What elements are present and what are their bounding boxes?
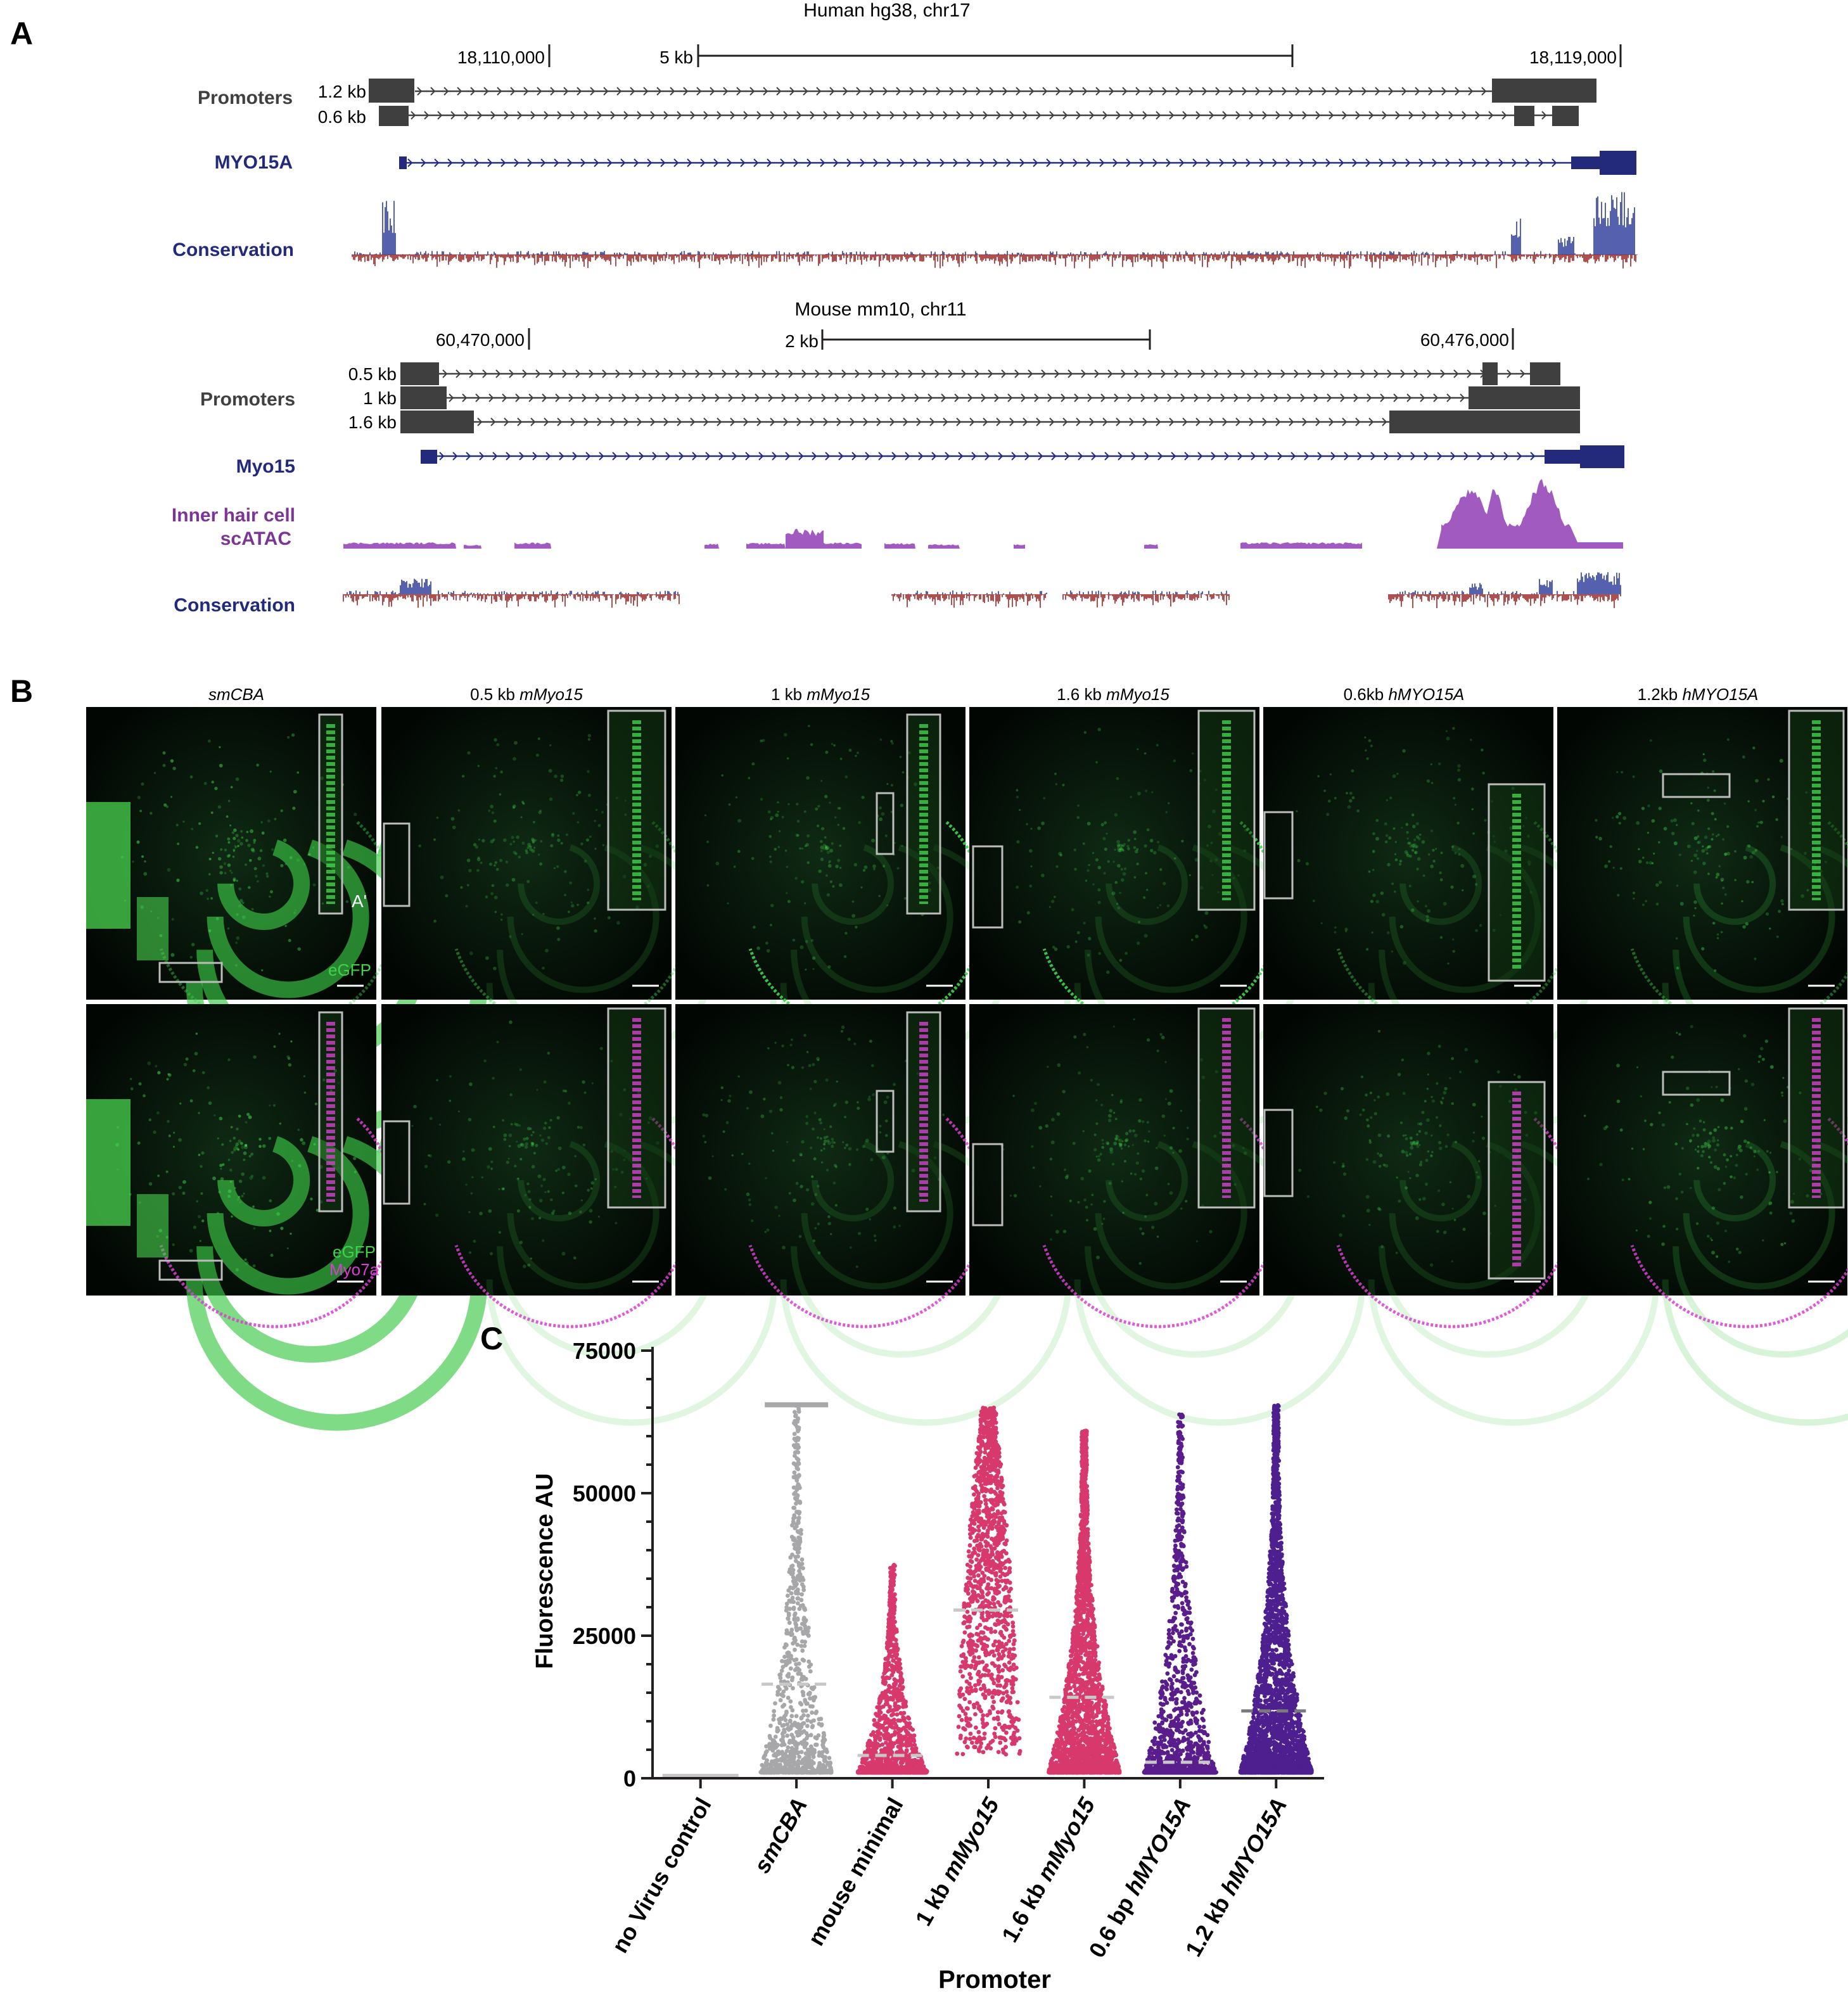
beeswarm-5 (1142, 1412, 1219, 1775)
atac-label-line2: scATAC (220, 528, 291, 549)
inset-label-a-prime: A' (352, 891, 367, 911)
mouse-scale-bar (821, 329, 1151, 350)
col-header-12kb-hmyo15a: 1.2kb hMYO15A (1638, 685, 1759, 704)
human-coord-right: 18,119,000 (1529, 48, 1617, 67)
y-tick-label: 75000 (573, 1338, 636, 1364)
atac-label-line1: Inner hair cell (172, 505, 295, 526)
x-tick-label: 1 kb mMyo15 (910, 1793, 1004, 1930)
mouse-gene-label: Myo15 (236, 456, 295, 477)
mouse-promoter-track-1kb (400, 386, 1580, 409)
micro-panel-r1-c3 (969, 1004, 1366, 1426)
micro-panel-r1-c1 (381, 1004, 778, 1426)
x-tick-label: 1.6 kb mMyo15 (997, 1793, 1100, 1947)
chart-plot-area: 0 25000 50000 75000 no Virus control smCBAmo… (573, 1338, 1324, 1962)
y-tick-label: 25000 (573, 1623, 636, 1649)
beeswarm-2 (855, 1563, 929, 1775)
col-header-06kb-hmyo15a: 0.6kb hMYO15A (1344, 685, 1465, 704)
micro-panel-r1-c5 (1557, 1004, 1848, 1426)
x-axis-label: Promoter (938, 1966, 1051, 1993)
mouse-coord-right: 60,476,000 (1420, 330, 1509, 350)
beeswarm-1 (758, 1402, 834, 1775)
mouse-gene-track (421, 445, 1624, 468)
human-gene-label: MYO15A (215, 152, 293, 173)
human-gene-track (399, 151, 1636, 175)
micro-panel-r1-c2 (675, 1004, 1072, 1426)
human-conservation-label: Conservation (172, 239, 294, 260)
beeswarm-4 (1047, 1429, 1122, 1775)
human-conservation-track (352, 192, 1638, 269)
beeswarm-6 (1238, 1403, 1314, 1775)
mouse-promoter-track-0-5kb (400, 362, 1560, 385)
human-promoter-0-6kb: 0.6 kb (318, 107, 366, 127)
panel-a-label: A (10, 16, 33, 51)
mouse-title: Mouse mm10, chr11 (794, 299, 966, 320)
col-header-smcba: smCBA (208, 685, 264, 704)
human-coord-left: 18,110,000 (457, 48, 545, 67)
x-tick-label: mouse minimal (803, 1793, 908, 1950)
mouse-promoter-track-1-6kb (400, 411, 1580, 433)
human-promoter-1-2kb: 1.2 kb (318, 82, 366, 101)
egfp-label-bottom: eGFP (333, 1242, 376, 1261)
beeswarm-3 (955, 1405, 1023, 1757)
mouse-conservation-track (343, 572, 1621, 608)
x-tick-label: smCBA (749, 1793, 813, 1878)
mouse-promoter-1-6kb: 1.6 kb (348, 412, 397, 432)
col-header-16kb-mmyo15: 1.6 kb mMyo15 (1057, 685, 1169, 704)
human-promoters-label: Promoters (198, 87, 293, 108)
x-tick-label: no Virus control (606, 1793, 716, 1958)
human-scale-bar (697, 44, 1294, 67)
mouse-promoter-0-5kb: 0.5 kb (348, 364, 397, 384)
micro-panel-r1-c4 (1263, 1004, 1660, 1426)
mouse-promoter-1kb: 1 kb (363, 388, 397, 408)
col-header-05kb-mmyo15: 0.5 kb mMyo15 (470, 685, 583, 704)
panel-b-label: B (10, 673, 33, 709)
x-tick-label: 1.2 kb hMYO15A (1180, 1793, 1292, 1961)
human-promoter-track-0-6kb (379, 106, 1579, 126)
col-header-1kb-mmyo15: 1 kb mMyo15 (771, 685, 870, 704)
human-title: Human hg38, chr17 (803, 0, 971, 21)
human-scale-label: 5 kb (660, 48, 693, 67)
y-tick-label: 50000 (573, 1480, 636, 1506)
x-tick-label: 0.6 bp hMYO15A (1083, 1793, 1196, 1963)
mouse-conservation-label: Conservation (174, 595, 295, 616)
myo7a-label: Myo7a (329, 1260, 379, 1279)
mouse-scale-label: 2 kb (785, 331, 819, 351)
panel-c-label: C (480, 1321, 503, 1356)
atac-track (343, 479, 1623, 549)
mouse-promoters-label: Promoters (200, 389, 295, 410)
y-axis-label: Fluorescence AU (532, 1473, 558, 1669)
human-promoter-track-1-2kb (369, 79, 1596, 103)
y-tick-label: 0 (623, 1766, 636, 1792)
egfp-label-top: eGFP (328, 960, 371, 979)
mouse-coord-left: 60,470,000 (436, 330, 525, 350)
microscopy-grid (86, 707, 1848, 1431)
